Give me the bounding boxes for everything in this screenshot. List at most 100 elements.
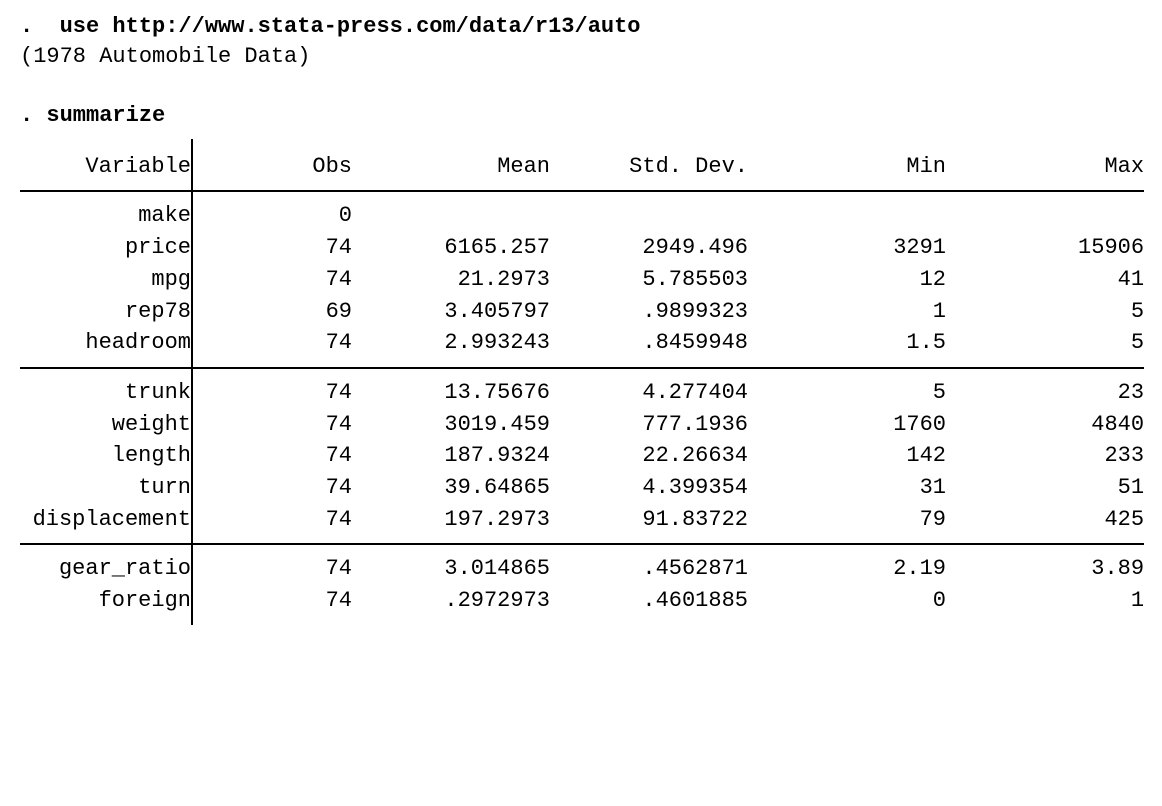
cell-mean: 21.2973 [352, 264, 550, 296]
cell-min: 2.19 [748, 553, 946, 585]
cell-mean: 3019.459 [352, 409, 550, 441]
cell-obs: 74 [192, 377, 352, 409]
cell-mean: .2972973 [352, 585, 550, 617]
cell-std: 777.1936 [550, 409, 748, 441]
cell-max: 15906 [946, 232, 1144, 264]
dataset-label: (1978 Automobile Data) [20, 42, 1142, 72]
command-text: use http://www.stata-press.com/data/r13/… [60, 14, 641, 39]
cell-std: .4562871 [550, 553, 748, 585]
table-row: turn7439.648654.3993543151 [20, 472, 1144, 504]
cell-obs: 69 [192, 296, 352, 328]
table-row: weight743019.459777.193617604840 [20, 409, 1144, 441]
cell-min: 1.5 [748, 327, 946, 359]
cell-max: 41 [946, 264, 1144, 296]
col-variable: Variable [20, 151, 192, 183]
cell-max [946, 200, 1144, 232]
table-row: foreign74.2972973.460188501 [20, 585, 1144, 617]
cell-mean: 39.64865 [352, 472, 550, 504]
cell-min [748, 200, 946, 232]
cell-min: 5 [748, 377, 946, 409]
cell-mean: 187.9324 [352, 440, 550, 472]
cell-max: 233 [946, 440, 1144, 472]
cell-min: 0 [748, 585, 946, 617]
cell-min: 1760 [748, 409, 946, 441]
cell-std: .9899323 [550, 296, 748, 328]
cell-max: 5 [946, 296, 1144, 328]
cell-obs: 74 [192, 504, 352, 536]
cell-std: .8459948 [550, 327, 748, 359]
cell-max: 5 [946, 327, 1144, 359]
cell-obs: 74 [192, 327, 352, 359]
cell-variable: make [20, 200, 192, 232]
spacer [20, 71, 1142, 101]
cell-variable: foreign [20, 585, 192, 617]
cell-max: 51 [946, 472, 1144, 504]
cell-std: 5.785503 [550, 264, 748, 296]
cell-max: 425 [946, 504, 1144, 536]
command-use: . use http://www.stata-press.com/data/r1… [20, 12, 1142, 42]
output-region: . use http://www.stata-press.com/data/r1… [20, 12, 1142, 625]
table-row: displacement74197.297391.8372279425 [20, 504, 1144, 536]
cell-variable: turn [20, 472, 192, 504]
table-header-row: VariableObsMeanStd. Dev.MinMax [20, 151, 1144, 183]
summarize-table: VariableObsMeanStd. Dev.MinMaxmake0price… [20, 139, 1144, 625]
cell-min: 79 [748, 504, 946, 536]
cell-variable: price [20, 232, 192, 264]
cell-obs: 0 [192, 200, 352, 232]
cell-variable: trunk [20, 377, 192, 409]
command-summarize: . summarize [20, 101, 1142, 131]
cell-mean: 2.993243 [352, 327, 550, 359]
col-std: Std. Dev. [550, 151, 748, 183]
cell-max: 23 [946, 377, 1144, 409]
cell-std [550, 200, 748, 232]
col-min: Min [748, 151, 946, 183]
cell-mean: 3.014865 [352, 553, 550, 585]
cell-obs: 74 [192, 409, 352, 441]
cell-variable: length [20, 440, 192, 472]
cell-std: 4.399354 [550, 472, 748, 504]
cell-variable: rep78 [20, 296, 192, 328]
cell-std: .4601885 [550, 585, 748, 617]
cell-min: 142 [748, 440, 946, 472]
cell-obs: 74 [192, 472, 352, 504]
table-row: headroom742.993243.84599481.55 [20, 327, 1144, 359]
table-row: trunk7413.756764.277404523 [20, 377, 1144, 409]
cell-max: 1 [946, 585, 1144, 617]
prompt-dot: . [20, 103, 46, 128]
table-row: price746165.2572949.496329115906 [20, 232, 1144, 264]
table-row: make0 [20, 200, 1144, 232]
cell-variable: weight [20, 409, 192, 441]
col-max: Max [946, 151, 1144, 183]
prompt-dot: . [20, 14, 46, 39]
cell-std: 2949.496 [550, 232, 748, 264]
col-obs: Obs [192, 151, 352, 183]
cell-obs: 74 [192, 553, 352, 585]
cell-max: 4840 [946, 409, 1144, 441]
table-row: rep78693.405797.989932315 [20, 296, 1144, 328]
cell-min: 31 [748, 472, 946, 504]
cell-obs: 74 [192, 440, 352, 472]
cell-min: 1 [748, 296, 946, 328]
cell-variable: displacement [20, 504, 192, 536]
cell-max: 3.89 [946, 553, 1144, 585]
command-text: summarize [46, 103, 165, 128]
table-row: gear_ratio743.014865.45628712.193.89 [20, 553, 1144, 585]
cell-mean: 3.405797 [352, 296, 550, 328]
table-row: mpg7421.29735.7855031241 [20, 264, 1144, 296]
cell-std: 4.277404 [550, 377, 748, 409]
cell-variable: headroom [20, 327, 192, 359]
cell-std: 22.26634 [550, 440, 748, 472]
cell-mean: 197.2973 [352, 504, 550, 536]
cell-variable: gear_ratio [20, 553, 192, 585]
cell-obs: 74 [192, 232, 352, 264]
cell-mean: 13.75676 [352, 377, 550, 409]
cell-std: 91.83722 [550, 504, 748, 536]
cell-obs: 74 [192, 585, 352, 617]
cell-min: 3291 [748, 232, 946, 264]
cell-variable: mpg [20, 264, 192, 296]
cell-min: 12 [748, 264, 946, 296]
cell-mean [352, 200, 550, 232]
cell-obs: 74 [192, 264, 352, 296]
table-row: length74187.932422.26634142233 [20, 440, 1144, 472]
col-mean: Mean [352, 151, 550, 183]
